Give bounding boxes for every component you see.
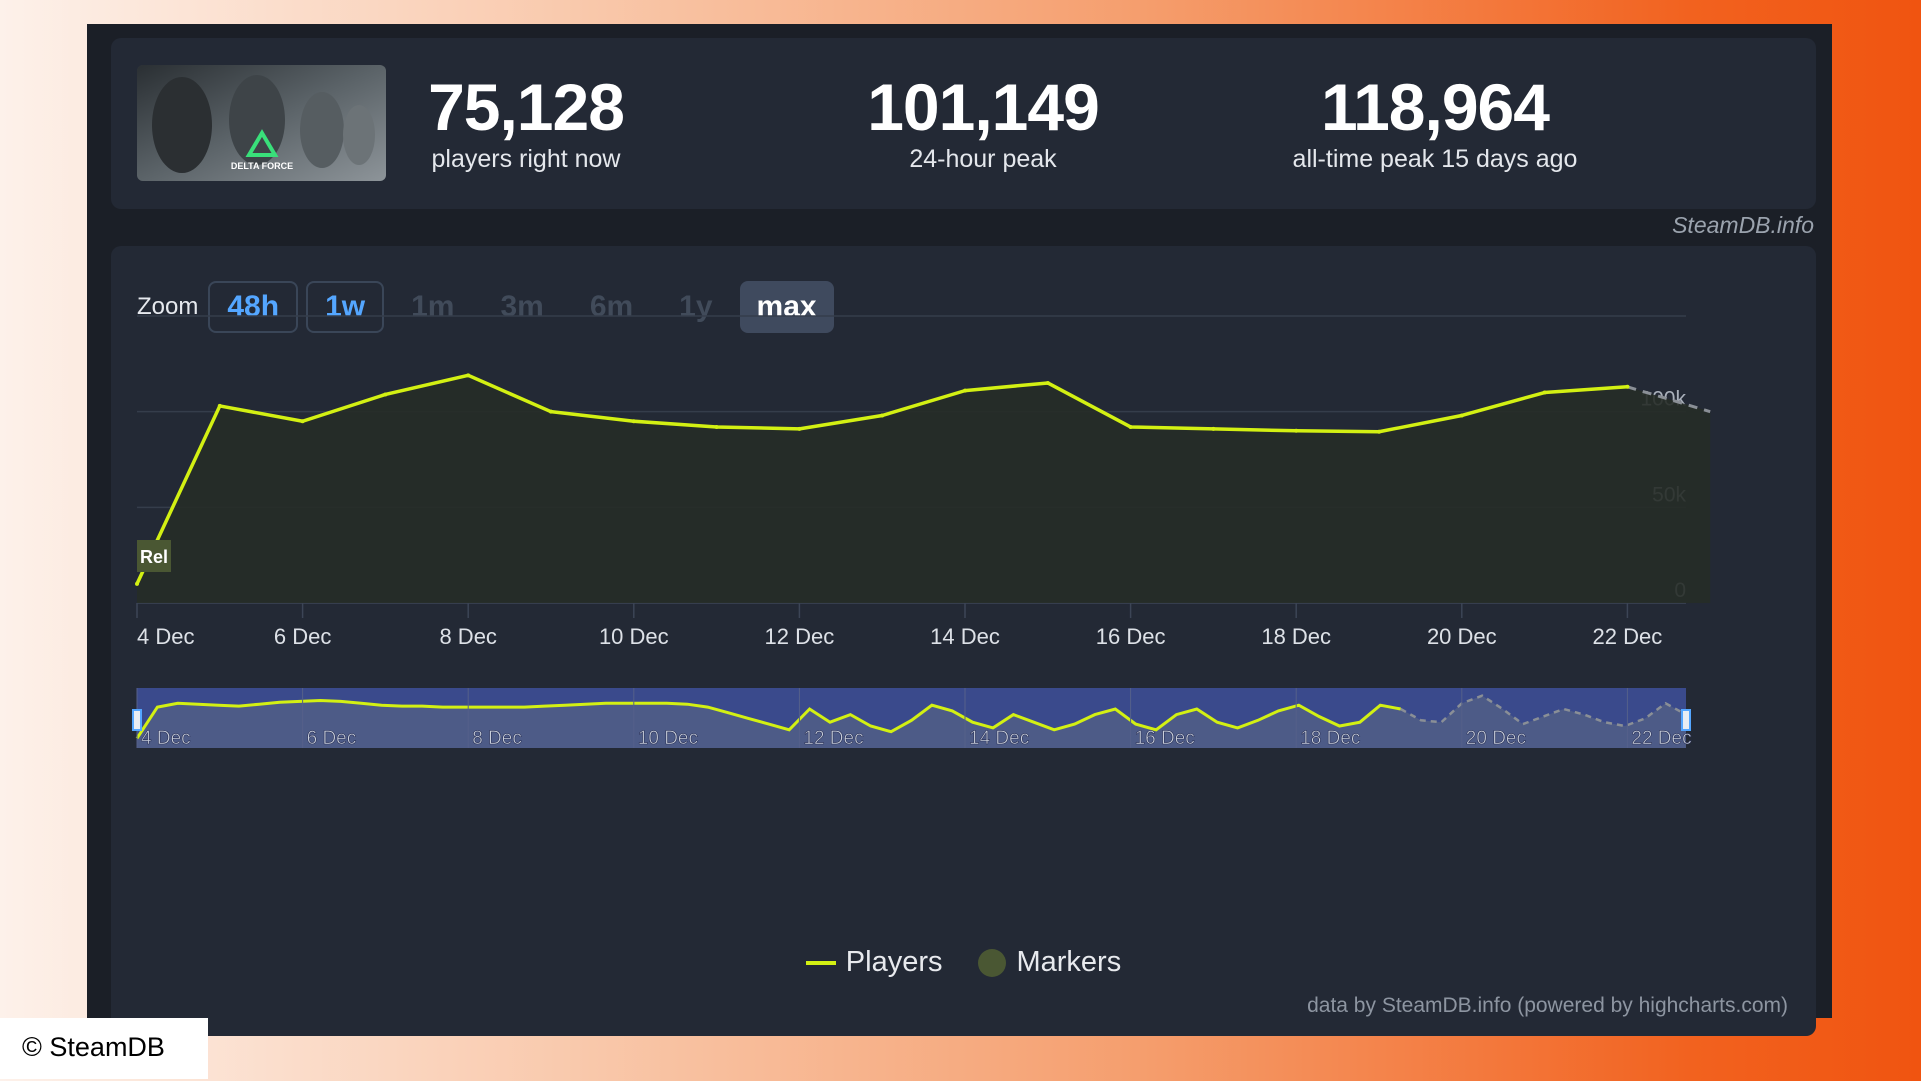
x-tick-label: 6 Dec [274,624,331,649]
stats-bar: DELTA FORCE 75,128 players right now 101… [111,38,1816,209]
release-marker-label: Rel [140,547,168,567]
data-point [549,409,553,414]
data-point [300,419,305,424]
steamdb-panel: DELTA FORCE 75,128 players right now 101… [87,24,1832,1036]
navigator-label: 6 Dec [307,728,357,749]
navigator-projection-line [1400,694,1687,728]
release-marker [137,540,171,572]
navigator-label: 20 Dec [1466,728,1526,749]
data-point [714,424,719,429]
data-point [1459,413,1464,418]
chart-container: Zoom 48h 1w 1m 3m 6m 1y max 050k100k4 De… [111,246,1816,1036]
stat-value: 75,128 [428,70,625,144]
zoom-3m-button[interactable]: 3m [500,290,544,323]
data-point [631,419,636,424]
zoom-6m-button[interactable]: 6m [589,290,634,323]
data-point [466,373,471,378]
navigator-label: 16 Dec [1135,728,1195,749]
data-point [1128,424,1133,429]
legend-players[interactable]: Players [805,946,943,979]
navigator-handle[interactable] [132,709,142,731]
legend-markers-label: Markers [1016,946,1122,978]
stat-value: 118,964 [1321,70,1550,144]
legend-line-icon [805,960,836,965]
data-point [1294,428,1299,433]
data-point [1377,429,1381,434]
stat-label: players right now [431,145,621,173]
x-tick-label: 22 Dec [1593,624,1663,649]
data-point [797,426,802,431]
zoom-48h-button[interactable]: 48h [208,281,299,333]
navigator-label: 8 Dec [472,728,522,749]
x-tick-label: 4 Dec [137,624,194,649]
navigator-label: 12 Dec [803,728,863,749]
data-point [1045,380,1050,385]
zoom-1w-button[interactable]: 1w [306,281,385,333]
data-point [963,388,967,393]
zoom-1y-button[interactable]: 1y [679,290,713,323]
x-tick-label: 16 Dec [1096,624,1166,649]
data-point [135,581,139,586]
chart-legend: Players Markers [111,946,1816,979]
stat-label: 24-hour peak [909,145,1057,173]
zoom-max-button[interactable]: max [739,281,834,333]
navigator-label: 4 Dec [141,728,191,749]
x-tick-label: 10 Dec [599,624,669,649]
series-area [137,375,1711,603]
chart-credit[interactable]: data by SteamDB.info (powered by highcha… [1307,994,1788,1017]
data-point [383,392,388,397]
x-tick-label: 20 Dec [1427,624,1497,649]
zoom-1m-button[interactable]: 1m [411,290,455,323]
stat-24h-peak: 101,149 24-hour peak [793,70,1173,174]
navigator-label: 14 Dec [969,728,1029,749]
data-point [1542,390,1547,395]
x-tick-label: 14 Dec [930,624,1000,649]
data-point [1625,384,1630,389]
thumbnail-logo-text: DELTA FORCE [231,161,293,171]
stat-alltime-peak: 118,964 all-time peak 15 days ago [1245,70,1625,174]
legend-players-label: Players [845,946,943,978]
legend-markers[interactable]: Markers [978,946,1121,979]
navigator-line [135,698,1401,740]
x-tick-label: 8 Dec [439,624,496,649]
stat-current-players: 75,128 players right now [336,70,716,174]
navigator-label: 22 Dec [1631,728,1691,749]
navigator-handle[interactable] [1681,709,1691,731]
game-thumbnail[interactable]: DELTA FORCE [137,65,386,181]
projection-line [1626,385,1711,414]
stat-value: 101,149 [867,70,1100,144]
navigator-label: 10 Dec [638,728,698,749]
legend-dot-icon [978,948,1007,977]
data-point [880,413,885,418]
x-tick-label: 18 Dec [1261,624,1331,649]
steamdb-brand[interactable]: SteamDB.info [1672,212,1814,238]
data-point [217,403,222,408]
game-artwork-icon: DELTA FORCE [137,65,386,181]
data-point [1211,426,1216,431]
stat-label: all-time peak 15 days ago [1292,145,1578,173]
x-tick-label: 12 Dec [765,624,835,649]
zoom-controls: Zoom 48h 1w 1m 3m 6m 1y max [137,281,842,333]
copyright-notice: © SteamDB [0,1018,208,1079]
navigator-label: 18 Dec [1300,728,1360,749]
